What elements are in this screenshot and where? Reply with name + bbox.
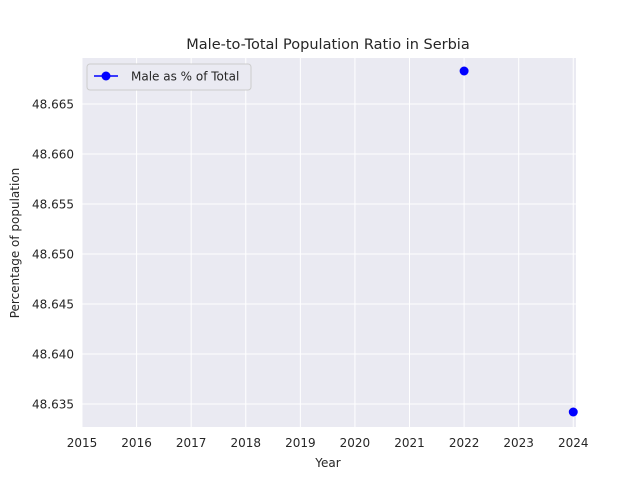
legend: Male as % of Total (86, 63, 252, 91)
x-tick-label: 2015 (67, 436, 98, 450)
legend-box (86, 63, 252, 91)
y-tick-label: 48.650 (32, 248, 74, 262)
y-tick-label: 48.645 (32, 298, 74, 312)
legend-label: Male as % of Total (131, 70, 239, 84)
legend-marker-icon (101, 71, 111, 81)
plot-area (82, 58, 576, 427)
x-tick-label: 2022 (449, 436, 480, 450)
x-tick-label: 2021 (394, 436, 425, 450)
y-axis-title: Percentage of population (8, 168, 22, 319)
x-tick-label: 2023 (503, 436, 534, 450)
x-axis-title: Year (314, 456, 340, 470)
x-tick-label: 2018 (230, 436, 261, 450)
data-points (459, 66, 578, 417)
x-tick-labels: 2015 2016 2017 2018 2019 2020 2021 2022 2023 2024 (67, 436, 589, 450)
x-tick-label: 2019 (285, 436, 316, 450)
x-tick-label: 2024 (558, 436, 589, 450)
y-tick-label: 48.635 (32, 398, 74, 412)
chart-title: Male-to-Total Population Ratio in Serbia (186, 37, 469, 53)
x-tick-label: 2016 (121, 436, 152, 450)
data-point (459, 66, 469, 76)
data-point (568, 407, 578, 417)
y-tick-label: 48.640 (32, 348, 74, 362)
y-tick-labels: 48.635 48.640 48.645 48.650 48.655 48.660 48.6… (32, 98, 74, 412)
x-tick-label: 2020 (340, 436, 371, 450)
y-tick-label: 48.665 (32, 98, 74, 112)
y-tick-label: 48.660 (32, 148, 74, 162)
grid (81, 58, 576, 427)
y-tick-label: 48.655 (32, 198, 74, 212)
x-tick-label: 2017 (176, 436, 207, 450)
